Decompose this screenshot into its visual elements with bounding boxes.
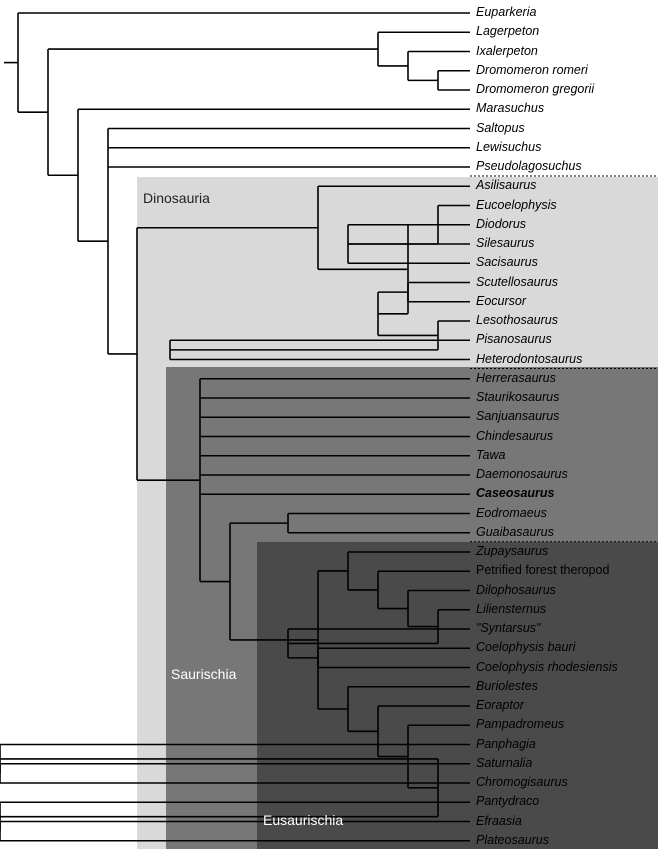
- taxon-label: Panphagia: [476, 736, 536, 751]
- branches: [0, 12, 470, 842]
- taxon-label: Scutellosaurus: [476, 274, 558, 289]
- taxon-label: Lesothosaurus: [476, 313, 559, 327]
- taxon-label: Liliensternus: [476, 601, 547, 616]
- group-separators: [470, 175, 658, 543]
- clade-shading: [137, 177, 658, 849]
- taxon-label: Pampadromeus: [476, 717, 565, 732]
- taxon-label: Saturnalia: [476, 755, 533, 770]
- taxon-label: Buriolestes: [476, 678, 538, 693]
- taxon-label: Pseudolagosuchus: [476, 159, 582, 173]
- taxon-label: Pantydraco: [476, 794, 540, 809]
- taxon-label: Lagerpeton: [476, 24, 540, 39]
- taxon-label: Sanjuansaurus: [476, 409, 560, 424]
- taxon-label: Chromogisaurus: [476, 775, 568, 789]
- taxon-label: Eucoelophysis: [476, 197, 557, 212]
- taxon-label: Pisanosaurus: [476, 332, 552, 347]
- taxon-label: Silesaurus: [476, 236, 535, 250]
- taxon-label: Caseosaurus: [476, 486, 555, 501]
- taxon-label: Efraasia: [476, 813, 522, 828]
- taxon-label: Chindesaurus: [476, 428, 554, 443]
- taxon-label: Eodromaeus: [476, 505, 547, 520]
- taxon-label: Ixalerpeton: [476, 43, 538, 58]
- taxon-label: Plateosaurus: [476, 832, 549, 847]
- taxon-label: Staurikosaurus: [476, 390, 560, 404]
- taxon-label: Dromomeron romeri: [476, 62, 588, 77]
- taxon-label: Herrerasaurus: [476, 370, 556, 385]
- taxon-label: Dromomeron gregorii: [476, 82, 595, 96]
- taxon-label: Dilophosaurus: [476, 582, 556, 597]
- taxon-label: Lewisuchus: [476, 139, 542, 154]
- clade-label-saurischia: Saurischia: [171, 666, 237, 682]
- clade-label-eusaurischia: Eusaurischia: [263, 812, 344, 828]
- taxon-label: Coelophysis rhodesiensis: [476, 659, 618, 674]
- taxon-label: Marasuchus: [476, 101, 545, 116]
- taxon-label: Zupaysaurus: [476, 544, 549, 558]
- taxon-label: Eocursor: [476, 293, 527, 308]
- taxon-label: Coelophysis bauri: [476, 640, 576, 655]
- taxon-label: Asilisaurus: [476, 178, 537, 193]
- taxon-label: "Syntarsus": [476, 621, 541, 635]
- taxon-label: Euparkeria: [476, 5, 537, 19]
- taxon-label: Sacisaurus: [476, 255, 538, 270]
- taxon-label: Petrified forest theropod: [476, 563, 610, 578]
- eusaurischia-shade: [257, 542, 658, 849]
- taxon-label: Daemonosaurus: [476, 467, 568, 481]
- taxon-label: Heterodontosaurus: [476, 351, 583, 366]
- taxon-label: Guaibasaurus: [476, 524, 554, 539]
- clade-label-dinosauria: Dinosauria: [143, 190, 210, 206]
- taxon-label: Tawa: [476, 447, 506, 462]
- taxon-label: Saltopus: [476, 120, 525, 135]
- taxon-label: Diodorus: [476, 216, 527, 231]
- taxon-label: Eoraptor: [476, 698, 524, 712]
